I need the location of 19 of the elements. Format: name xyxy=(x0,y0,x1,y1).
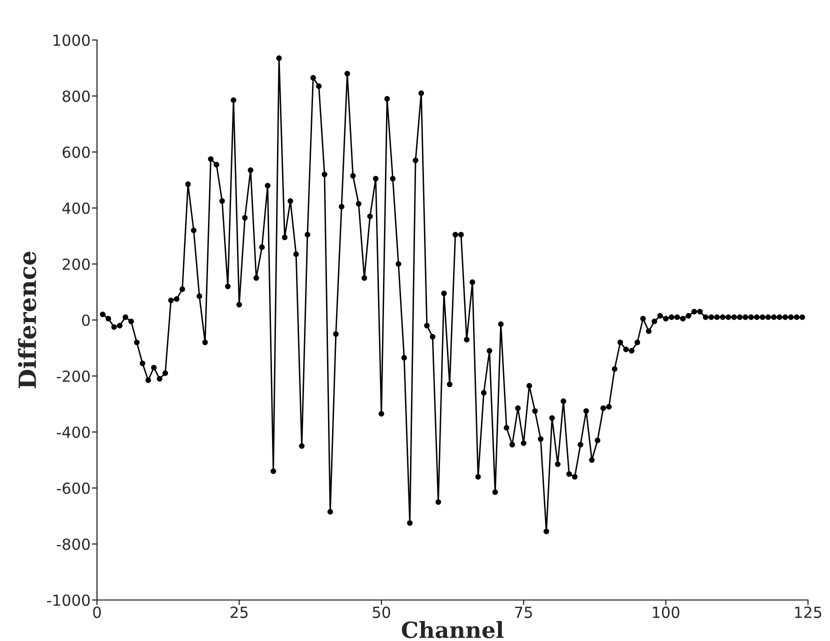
x-tick-label: 100 xyxy=(652,606,680,618)
y-tick-label: 800 xyxy=(62,90,90,102)
y-tick-label: -800 xyxy=(56,538,90,550)
y-tick-label: 0 xyxy=(82,314,90,326)
x-tick-label: 50 xyxy=(372,606,390,618)
y-tick-label: 1000 xyxy=(54,34,90,46)
y-tick-label: 200 xyxy=(62,258,90,270)
x-tick-label: 125 xyxy=(795,606,822,618)
y-tick-label: -200 xyxy=(56,370,90,382)
y-tick-label: 600 xyxy=(62,146,90,158)
x-tick-label: 75 xyxy=(515,606,532,618)
x-axis-title: Channel xyxy=(402,621,504,638)
y-tick-label: -600 xyxy=(56,482,90,494)
x-tick-label: 0 xyxy=(93,606,101,618)
y-axis-title: Difference xyxy=(18,252,36,388)
x-tick-label: 25 xyxy=(230,606,248,618)
y-tick-label: 400 xyxy=(62,202,90,214)
y-tick-label: -400 xyxy=(56,426,90,438)
y-tick-label: -1000 xyxy=(47,594,90,606)
